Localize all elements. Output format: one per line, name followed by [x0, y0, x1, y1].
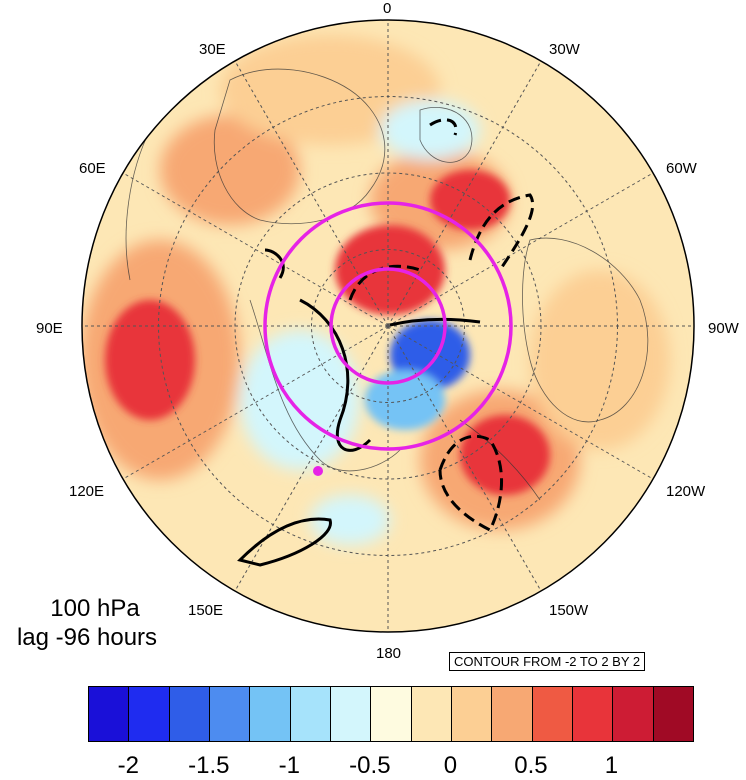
colorbar-tick-label: 0: [443, 752, 458, 779]
anomaly-patch-greenland: [380, 100, 480, 160]
colorbar-swatch: [371, 687, 412, 741]
contours: [237, 118, 535, 567]
colorbar-swatch: [653, 687, 693, 741]
colorbar-tick-label: -0.5: [349, 752, 391, 779]
target-ring-outer: [263, 201, 513, 451]
contour-negative-north: [429, 118, 458, 136]
lon-label-150w: 150W: [549, 602, 589, 619]
colorbar-tick-label: -2: [117, 752, 139, 779]
colorbar-swatch: [451, 687, 493, 741]
pressure-level-label: 100 hPa: [50, 595, 140, 622]
colorbar-tick-label: -1.5: [188, 752, 230, 779]
anomaly-max-atlantic: [430, 170, 510, 230]
meridian-210: [234, 325, 389, 592]
contour-positive-arctic: [389, 317, 481, 327]
colorbar: [88, 686, 694, 742]
colorbar-swatch: [492, 687, 533, 741]
anomaly-blobs-core: [105, 170, 550, 495]
meridian-330: [234, 60, 389, 327]
colorbar-swatch: [532, 687, 573, 741]
lon-label-90w: 90W: [708, 320, 739, 337]
colorbar-tick-label: 0.5: [514, 752, 548, 779]
colorbar-tick-label: -1: [278, 752, 300, 779]
anomaly-max-siberia: [105, 300, 195, 420]
contour-positive-pacific: [237, 517, 332, 567]
latitude-circle-1: [311, 249, 465, 403]
lon-label-30w: 30W: [549, 41, 580, 58]
lon-label-150e: 150E: [188, 602, 224, 619]
colorbar-swatch: [613, 687, 654, 741]
colorbar-swatch: [411, 687, 452, 741]
colorbar-swatch: [572, 687, 614, 741]
meridian-120: [387, 325, 654, 480]
anomaly-negative-arm: [365, 370, 445, 430]
anomaly-field: [82, 20, 694, 632]
contour-interval-note: CONTOUR FROM -2 TO 2 BY 2: [449, 652, 646, 671]
anomaly-patch-north-pacific: [310, 495, 390, 545]
lon-label-60e: 60E: [79, 160, 106, 177]
lag-label: lag -96 hours: [16, 624, 158, 651]
meridian-150: [387, 325, 542, 592]
colorbar-swatch: [330, 687, 372, 741]
anomaly-patch-urals: [160, 115, 300, 225]
anomaly-patch-north-america: [530, 270, 670, 450]
colorbar-swatch: [89, 687, 130, 741]
lon-label-120w: 120W: [666, 483, 706, 500]
anomaly-max-pacific: [460, 415, 550, 495]
meridian-60: [387, 172, 654, 327]
colorbar-swatch: [250, 687, 291, 741]
lon-label-180: 180: [376, 645, 402, 662]
graticule: [82, 20, 694, 632]
colorbar-swatch: [129, 687, 170, 741]
colorbar-swatch: [290, 687, 331, 741]
colorbar-swatch: [169, 687, 210, 741]
target-ring-inner: [329, 267, 447, 385]
contour-negative-atlantic: [468, 193, 535, 271]
lon-label-0: 0: [383, 0, 392, 17]
lon-label-90e: 90E: [36, 320, 63, 337]
lon-label-60w: 60W: [666, 160, 697, 177]
location-marker: [313, 466, 323, 476]
lon-label-120e: 120E: [69, 483, 105, 500]
contour-negative-pacific: [438, 434, 504, 533]
colorbar-swatch: [209, 687, 251, 741]
meridian-300: [122, 172, 389, 327]
meridian-30: [387, 60, 542, 327]
contour-positive-siberia: [299, 298, 372, 452]
contour-positive-ural: [264, 248, 285, 279]
coastlines: [125, 68, 649, 501]
map-boundary: [81, 19, 695, 633]
lon-label-30e: 30E: [199, 41, 226, 58]
colorbar-tick-label: 1: [604, 752, 619, 779]
